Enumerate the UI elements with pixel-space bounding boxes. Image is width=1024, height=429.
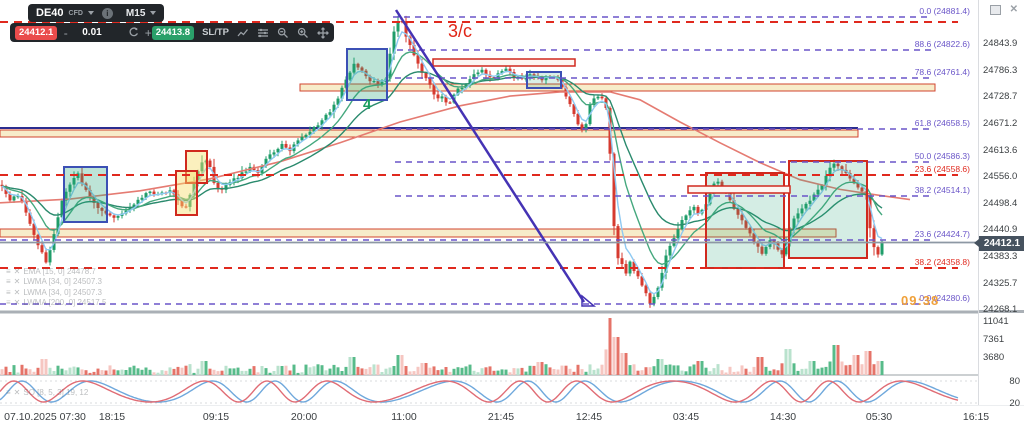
remove-indicator-icon[interactable]: ✕ (13, 277, 21, 287)
settings-icon[interactable]: ≡ (6, 388, 11, 397)
price-tick: 24268.1 (983, 304, 1018, 315)
price-tick: 24671.2 (983, 118, 1018, 129)
window-controls: ✕ (989, 4, 1018, 15)
close-window-icon[interactable]: ✕ (1009, 4, 1018, 15)
price-tick: 24383.3 (983, 251, 1018, 262)
support-resistance-bands[interactable] (0, 83, 936, 238)
price-tick: 24556.0 (983, 171, 1018, 182)
collapse-window-icon[interactable] (989, 5, 1001, 15)
indicator-legend-row: ≡ ✕ LWMA [34, 0] 24507.3 (6, 277, 106, 288)
time-tick: 11:00 (391, 411, 417, 423)
time-axis[interactable]: 07.10.2025 07:30 18:15 09:15 20:00 11:00 21:4… (0, 405, 1024, 429)
candle-countdown: 09:38 (901, 293, 940, 308)
volume-layer (0, 318, 884, 376)
instrument-toolbar: DE40 CFD i M15 (28, 4, 165, 22)
indicator-legend: ≡ ✕ EMA [15, 0] 24478.7 ≡ ✕ LWMA [34, 0] 2450… (6, 266, 106, 308)
oscillator-legend-text: SO [8, 5, 3] 19, 12 (23, 388, 89, 397)
info-icon[interactable]: i (101, 7, 113, 19)
trendline[interactable] (394, 9, 597, 307)
volume-tick: 11041 (983, 316, 1009, 327)
chevron-down-icon[interactable] (150, 11, 157, 15)
oscillator-legend: ≡ ✕ SO [8, 5, 3] 19, 12 (6, 388, 88, 397)
price-tick: 24728.7 (983, 91, 1018, 102)
quantity-input[interactable]: 0.01 (82, 27, 102, 38)
price-tick: 24440.9 (983, 224, 1018, 235)
quantity-increase-button[interactable]: + (144, 25, 152, 40)
oscillator-layer (0, 380, 959, 403)
pane-separator (979, 310, 1024, 313)
chart-type-icon[interactable] (237, 27, 249, 39)
price-tick: 24613.6 (983, 145, 1018, 156)
volume-tick: 3680 (983, 352, 1005, 363)
fib-label: 88.6 (24822.6) (915, 39, 970, 49)
settings-icon[interactable]: ≡ (6, 287, 11, 297)
fib-label: 38.2 (24358.8) (915, 257, 970, 267)
settings-icon[interactable]: ≡ (6, 266, 11, 276)
indicators-icon[interactable] (257, 27, 269, 39)
time-tick: 21:45 (487, 411, 515, 423)
indicator-legend-text: LWMA [34, 0] 24507.3 (23, 277, 102, 287)
indicator-legend-row: ≡ ✕ EMA [15, 0] 24478.7 (6, 266, 106, 277)
indicator-legend-text: LWMA [34, 0] 24507.3 (23, 287, 102, 297)
fibonacci-levels[interactable]: 0.0 (24881.4) 88.6 (24822.6) 78.6 (24761.4… (0, 6, 970, 305)
zoom-in-icon[interactable] (297, 27, 309, 39)
symbol-selector[interactable]: DE40 (36, 7, 64, 19)
current-price-badge: 24412.1 (974, 236, 1024, 251)
zoom-out-icon[interactable] (277, 27, 289, 39)
chevron-down-icon[interactable] (87, 11, 94, 15)
sltp-button[interactable]: SL/TP (202, 27, 229, 38)
indicator-legend-row: ≡ ✕ LWMA [200, 0] 24517.5 (6, 298, 106, 309)
indicator-legend-text: LWMA [200, 0] 24517.5 (23, 298, 107, 308)
price-tick: 24325.7 (983, 278, 1018, 289)
oscillator-tick: 20 (1009, 398, 1020, 409)
fib-label: 78.6 (24761.4) (915, 67, 970, 77)
time-tick: 16:15 (962, 411, 990, 423)
remove-indicator-icon[interactable]: ✕ (13, 266, 21, 276)
time-tick: 20:00 (290, 411, 318, 423)
time-tick: 18:15 (98, 411, 126, 423)
settings-icon[interactable]: ≡ (6, 277, 11, 287)
remove-indicator-icon[interactable]: ✕ (13, 388, 21, 397)
fib-label: 0.0 (24881.4) (919, 6, 970, 16)
timeframe-selector[interactable]: M15 (125, 7, 146, 19)
time-tick: 07.10.2025 07:30 (4, 411, 86, 423)
time-tick: 03:45 (672, 411, 700, 423)
oscillator-tick: 80 (1009, 376, 1020, 387)
order-toolbar: 24412.1 - 0.01 + 24413.8 SL/TP (10, 23, 334, 42)
remove-indicator-icon[interactable]: ✕ (13, 298, 21, 308)
quantity-decrease-button[interactable]: - (63, 25, 68, 40)
price-tick: 24843.9 (983, 38, 1018, 49)
sell-button[interactable]: 24412.1 (15, 25, 58, 40)
refresh-icon[interactable] (128, 27, 139, 38)
price-axis[interactable]: 24412.1 24843.9 24786.3 24728.7 24671.2 2461… (974, 0, 1024, 409)
indicator-legend-row: ≡ ✕ LWMA [34, 0] 24507.3 (6, 287, 106, 298)
instrument-type-label: CFD (68, 9, 83, 17)
wave-annotation-4[interactable]: 4 (363, 96, 372, 113)
fib-label: 50.0 (24586.3) (915, 151, 970, 161)
volume-tick: 7361 (983, 334, 1005, 345)
price-tick: 24786.3 (983, 65, 1018, 76)
time-tick: 14:30 (769, 411, 797, 423)
fib-label: 23.6 (24424.7) (915, 229, 970, 239)
time-tick: 09:15 (202, 411, 230, 423)
time-tick: 05:30 (865, 411, 893, 423)
price-tick: 24498.4 (983, 198, 1018, 209)
wave-annotation-3c[interactable]: 3/c (448, 21, 473, 41)
time-tick: 12:45 (575, 411, 603, 423)
fib-label: 23.6 (24558.6) (915, 164, 970, 174)
remove-indicator-icon[interactable]: ✕ (13, 287, 21, 297)
fib-label: 38.2 (24514.1) (915, 185, 970, 195)
indicator-legend-text: EMA [15, 0] 24478.7 (23, 266, 96, 276)
fib-label: 0.0 (24280.6) (919, 293, 970, 303)
buy-button[interactable]: 24413.8 (151, 25, 195, 40)
settings-icon[interactable]: ≡ (6, 298, 11, 308)
pan-move-icon[interactable] (317, 26, 329, 39)
fib-label: 61.8 (24658.5) (915, 118, 970, 128)
